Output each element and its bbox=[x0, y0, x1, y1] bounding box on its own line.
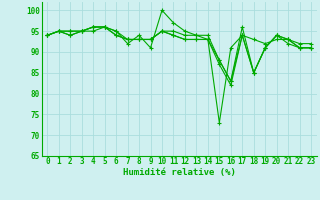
X-axis label: Humidité relative (%): Humidité relative (%) bbox=[123, 168, 236, 177]
